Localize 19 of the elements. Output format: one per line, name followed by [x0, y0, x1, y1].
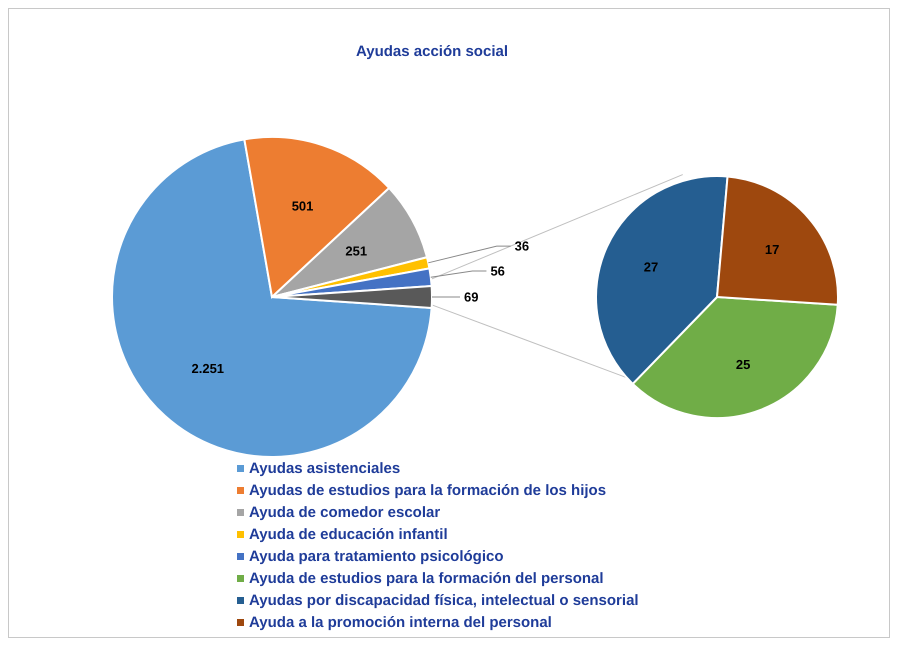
legend-label: Ayudas por discapacidad física, intelectual o sensorial — [249, 592, 639, 608]
data-label: 2.251 — [192, 360, 224, 376]
chart-title: Ayudas acción social — [354, 43, 509, 60]
data-label: 27 — [644, 259, 658, 274]
data-label: 17 — [764, 242, 780, 258]
data-label: 56 — [490, 264, 505, 279]
legend-label: Ayuda de educación infantil — [249, 526, 448, 542]
pie-slice — [111, 138, 433, 458]
data-label: 251 — [345, 243, 368, 258]
data-label: 36 — [514, 238, 530, 254]
data-label: 69 — [464, 290, 478, 305]
legend-label: Ayudas asistenciales — [249, 460, 400, 476]
legend-label: Ayuda de estudios para la formación del personal — [249, 570, 604, 586]
data-label: 25 — [736, 357, 750, 372]
legend-label: Ayuda para tratamiento psicológico — [249, 548, 504, 564]
legend-label: Ayuda de comedor escolar — [249, 504, 440, 520]
legend-label: Ayuda a la promoción interna del personal — [249, 614, 552, 630]
data-label: 501 — [292, 198, 314, 214]
legend-label: Ayudas de estudios para la formación de los hijos — [249, 482, 606, 498]
